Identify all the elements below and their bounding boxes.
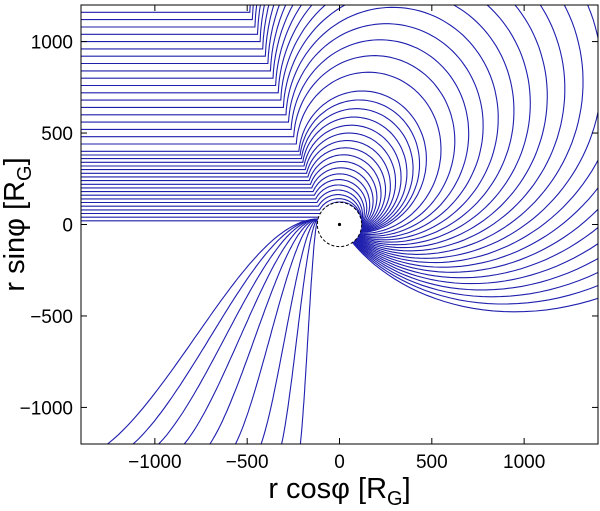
- streamline-19: [81, 90, 427, 233]
- streamline-9: [81, 167, 374, 228]
- streamline-3: [81, 198, 362, 219]
- streamline-15: [81, 124, 402, 232]
- streamline-8: [81, 173, 371, 227]
- streamline-21: [81, 55, 456, 236]
- x-tick-label: −500: [226, 452, 269, 473]
- streamline-12: [81, 147, 387, 230]
- lower-streamline-4: [209, 218, 319, 444]
- lower-streamline-3: [183, 218, 319, 444]
- streamline-7: [81, 179, 368, 226]
- y-tick-label: 0: [62, 216, 73, 237]
- streamline-13: [81, 140, 391, 231]
- streamline-4: [81, 194, 362, 221]
- streamline-23: [81, 23, 484, 239]
- streamline-27: [81, 5, 548, 249]
- streamline-34: [81, 5, 598, 279]
- y-tick-label: −500: [30, 307, 73, 328]
- streamline-32: [81, 5, 598, 268]
- streamline-38: [81, 5, 598, 305]
- streamline-29: [81, 5, 584, 255]
- lower-streamline-2: [157, 218, 319, 444]
- streamline-10: [81, 160, 378, 229]
- streamline-35: [81, 5, 598, 285]
- streamline-17: [81, 108, 414, 233]
- x-tick-label: 1000: [503, 452, 545, 473]
- y-tick-label: 1000: [31, 33, 73, 54]
- streamline-36: [81, 5, 598, 291]
- streamline-28: [81, 5, 566, 252]
- streamline-24: [81, 6, 499, 241]
- streamline-22: [81, 39, 470, 237]
- streamline-31: [81, 5, 598, 264]
- center-marker: [337, 222, 342, 227]
- streamline-20: [81, 71, 442, 234]
- streamline-37: [81, 5, 598, 298]
- streamline-6: [81, 184, 365, 225]
- lower-streamline-7: [281, 218, 319, 444]
- streamline-2: [81, 201, 361, 217]
- streamline-39: [81, 5, 598, 313]
- axis-ticks: −1000 −500 0 500 1000 −1000 −500 0 500 1000: [20, 5, 598, 473]
- y-axis-label: r sinφ [RG]: [0, 157, 36, 291]
- x-axis-label: r cosφ [RG]: [268, 473, 410, 510]
- lower-streamline-0: [106, 218, 319, 444]
- y-tick-label: −1000: [20, 398, 73, 419]
- streamline-group: [81, 5, 598, 444]
- lower-streamline-5: [234, 218, 319, 444]
- lower-streamline-6: [260, 218, 319, 444]
- streamline-5: [81, 189, 364, 223]
- y-tick-label: 500: [41, 124, 73, 145]
- streamline-26: [81, 5, 531, 246]
- x-tick-label: 0: [334, 452, 345, 473]
- lower-streamline-8: [299, 218, 319, 444]
- x-tick-label: −1000: [128, 452, 181, 473]
- streamline-30: [81, 5, 598, 259]
- streamline-11: [81, 154, 382, 229]
- streamline-16: [81, 116, 408, 232]
- lower-streamline-1: [132, 218, 319, 444]
- streamline-25: [81, 5, 515, 243]
- streamline-18: [81, 99, 421, 233]
- streamline-14: [81, 132, 397, 231]
- x-tick-label: 500: [416, 452, 448, 473]
- streamline-33: [81, 5, 598, 273]
